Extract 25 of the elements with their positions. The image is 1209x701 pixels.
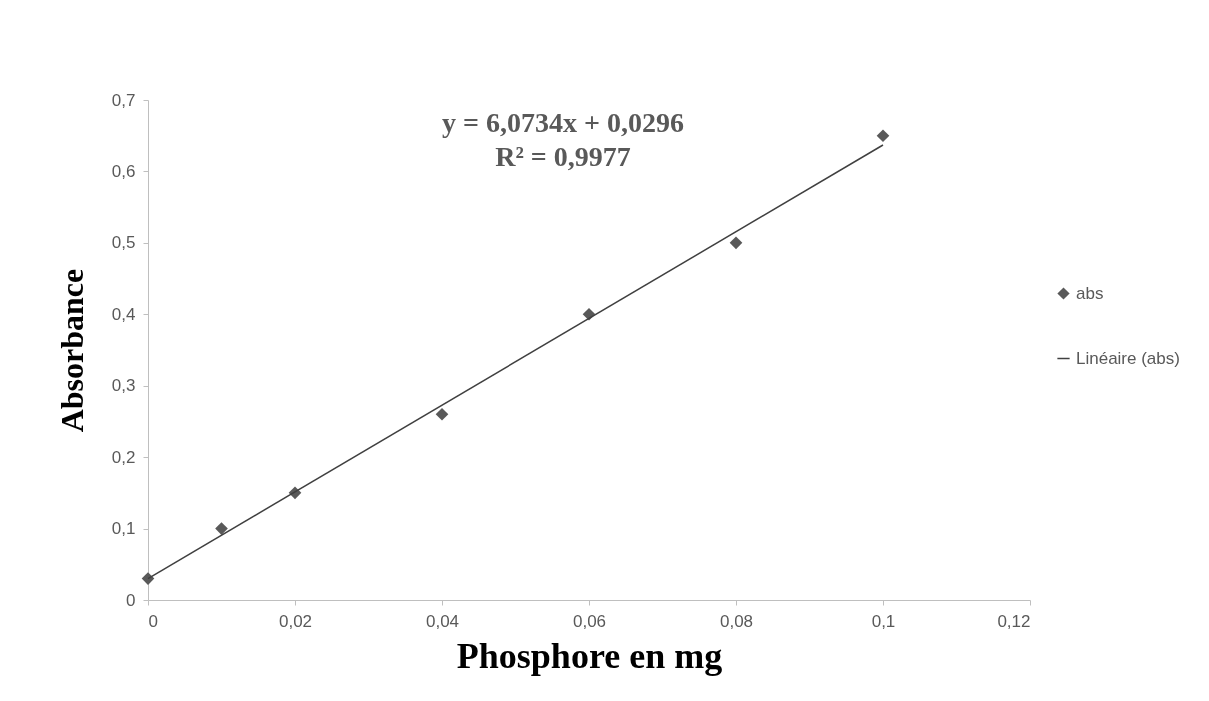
point (729, 236, 743, 250)
point (435, 407, 449, 421)
y-tick-label: 0,4 (111, 304, 136, 324)
x-tick-label: 0,02 (278, 611, 313, 631)
y-tick-label: 0,5 (111, 233, 136, 253)
x-tick-label: 0,04 (425, 611, 460, 631)
y-tick-label: 0,7 (111, 90, 136, 110)
x-tick-label: 0,06 (572, 611, 607, 631)
annotation: y = 6,0734x + 0,0296 (442, 107, 684, 138)
y-tick-label: 0 (126, 590, 136, 610)
point (876, 129, 890, 143)
y-tick-label: 0,3 (111, 376, 136, 396)
point (215, 522, 228, 535)
x-tick-label: 0,08 (719, 611, 754, 631)
y-tick-label: 0,6 (111, 161, 136, 181)
annotation: R² = 0,9977 (495, 141, 631, 172)
x-tick-label: 0,12 (997, 611, 1031, 631)
legend-label: Linéaire (abs) (1076, 348, 1180, 368)
x-tick-label: 0,1 (871, 611, 896, 631)
y-tick-label: 0,2 (111, 447, 136, 467)
x-tick-label: 0 (148, 611, 158, 631)
legend-label: abs (1076, 283, 1104, 303)
y-axis-title: Absorbance (53, 268, 90, 433)
x-axis-title: Phosphore en mg (456, 635, 723, 676)
y-tick-label: 0,1 (111, 519, 136, 539)
